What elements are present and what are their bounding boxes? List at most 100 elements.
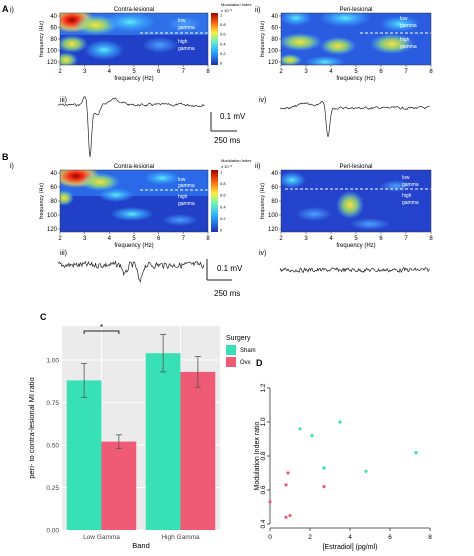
x-tick-label: 7 (182, 236, 186, 242)
colorbar-tick-label: 0.2 (220, 216, 226, 221)
y-axis-label: frequency (Hz) (39, 183, 45, 219)
x-axis-label: frequency (Hz) (336, 243, 375, 249)
panel-letter-d: D (256, 358, 263, 368)
y-tick-label: 0.6 (260, 485, 267, 494)
band-label-b-ii-low: low (402, 175, 410, 181)
y-tick-label: 60 (271, 185, 278, 191)
point-sham-5 (364, 469, 368, 473)
colorbar-b-exp: x 10⁻³ (221, 164, 233, 169)
x-tick-label: 5 (354, 69, 358, 75)
x-axis-label: Band (132, 541, 150, 550)
significance-star: * (100, 323, 103, 332)
x-tick-label: 4 (329, 69, 333, 75)
point-ovx-3 (286, 471, 290, 475)
sub-label-a-iii: iii) (60, 97, 67, 104)
bar-chart-c: 0.00 0.25 0.50 0.75 1.00 Low Gamma High Gamma *… (27, 323, 256, 550)
scatter-chart-d: 0.4 0.6 0.8 1.0 1.2 0 2 4 6 8 [Estradiol] (pg/ml) M… (254, 383, 432, 551)
colorbar-tick-label: 0 (220, 61, 223, 66)
x-tick-label: 2 (58, 236, 62, 242)
band-label-b-i-low2: gamma (178, 183, 195, 189)
scalebar-b-time: 250 ms (214, 289, 240, 298)
x-tick-label: 6 (157, 236, 161, 242)
x-tick-label: 4 (108, 69, 112, 75)
y-tick-label: 120 (47, 227, 58, 233)
y-tick-label: 0.8 (260, 451, 267, 460)
point-sham-1 (298, 427, 302, 431)
colorbar-tick-label: 0.4 (220, 41, 226, 46)
scalebar-a-time: 250 ms (214, 136, 240, 145)
colorbar-b: Modulation Index x 10⁻³ 1 0.8 0.6 0.4 0.2 0 (211, 158, 251, 233)
y-tick-label: 40 (271, 171, 278, 177)
x-axis-label: [Estradiol] (pg/ml) (323, 544, 378, 551)
x-tick-label: 2 (308, 534, 312, 541)
colorbar-tick-label: 1 (220, 13, 223, 18)
x-axis-label: frequency (Hz) (114, 243, 153, 249)
x-tick-label: 6 (379, 69, 383, 75)
y-axis-label: peri- to contra-lesional MI ratio (27, 377, 36, 478)
panel-letter-c: C (40, 312, 47, 322)
bar-sham-1 (66, 380, 102, 530)
x-tick-label: 2 (58, 69, 62, 75)
x-tick-label: 7 (404, 69, 408, 75)
y-tick-label: 120 (268, 60, 279, 66)
band-label-b-ii-low2: gamma (402, 182, 419, 188)
y-tick-label: 120 (268, 227, 279, 233)
point-sham-4 (338, 420, 342, 424)
band-label-a-i-high2: gamma (178, 46, 195, 52)
point-ovx-2 (284, 483, 288, 487)
y-tick-label: 100 (268, 49, 279, 55)
lfp-trace-a-iv (279, 101, 430, 137)
y-tick-label: 1.0 (260, 417, 267, 426)
point-ovx-6 (322, 485, 326, 489)
x-tick-label: 4 (329, 236, 333, 242)
x-axis-label: frequency (Hz) (336, 76, 375, 82)
colorbar-tick-label: 1 (220, 170, 223, 175)
band-label-a-ii-low: low (400, 16, 408, 22)
y-tick-label: 0.00 (46, 528, 59, 535)
y-tick-label: 1.00 (46, 358, 59, 365)
colorbar-tick-label: 0.8 (220, 22, 226, 27)
x-tick-label: 4 (348, 534, 352, 541)
point-sham-3 (322, 466, 326, 470)
lfp-trace-a-iii (57, 96, 205, 157)
heatmap-b-ii-axes: 2 3 4 5 6 7 8 40 60 80 100 120 frequency (Hz) frequen… (260, 169, 433, 249)
y-tick-label: 0.75 (46, 400, 59, 407)
x-tick-label: 0 (268, 534, 272, 541)
legend-swatch-ovx (226, 357, 236, 367)
x-tick-label: 8 (206, 69, 210, 75)
band-label-a-i-high: high (178, 39, 188, 45)
y-axis-label: Modulation Index ratio (254, 421, 261, 490)
y-tick-label: 1.2 (260, 383, 267, 392)
colorbar-a: Modulation Index x 10⁻³ 1 0.8 0.6 0.4 0.2 0 (211, 2, 251, 66)
scalebar-a: 0.1 mV 250 ms (210, 112, 246, 145)
heatmap-b-i (60, 170, 208, 232)
y-tick-label: 100 (47, 49, 58, 55)
bar-ovx-1 (101, 441, 137, 530)
heatmap-a-i (60, 13, 208, 65)
band-label-b-ii-high2: gamma (402, 200, 419, 206)
legend-label-ovx: Ovx (240, 360, 251, 366)
x-tick-label: 6 (388, 534, 392, 541)
colorbar-tick-label: 0.4 (220, 204, 226, 209)
legend-label-sham: Sham (240, 348, 256, 354)
heatmap-a-ii (281, 13, 431, 65)
x-tick-label: 8 (206, 236, 210, 242)
x-tick-label: 5 (132, 236, 136, 242)
x-tick-label: 5 (354, 236, 358, 242)
colorbar-b-title: Modulation Index (221, 158, 251, 163)
band-label-a-ii-high2: gamma (400, 44, 417, 50)
y-tick-label: 80 (50, 199, 57, 205)
y-axis-label: frequency (Hz) (260, 183, 266, 219)
x-tick-label: 6 (157, 69, 161, 75)
x-tick-label: 4 (108, 236, 112, 242)
y-tick-label: 80 (271, 199, 278, 205)
title-b-ii: Peri-lesional (339, 164, 372, 170)
x-tick-label: 8 (429, 236, 433, 242)
y-tick-label: 40 (271, 14, 278, 20)
y-tick-label: 80 (50, 37, 57, 43)
y-tick-label: 0.25 (46, 485, 59, 492)
y-axis-label: frequency (Hz) (39, 21, 45, 57)
